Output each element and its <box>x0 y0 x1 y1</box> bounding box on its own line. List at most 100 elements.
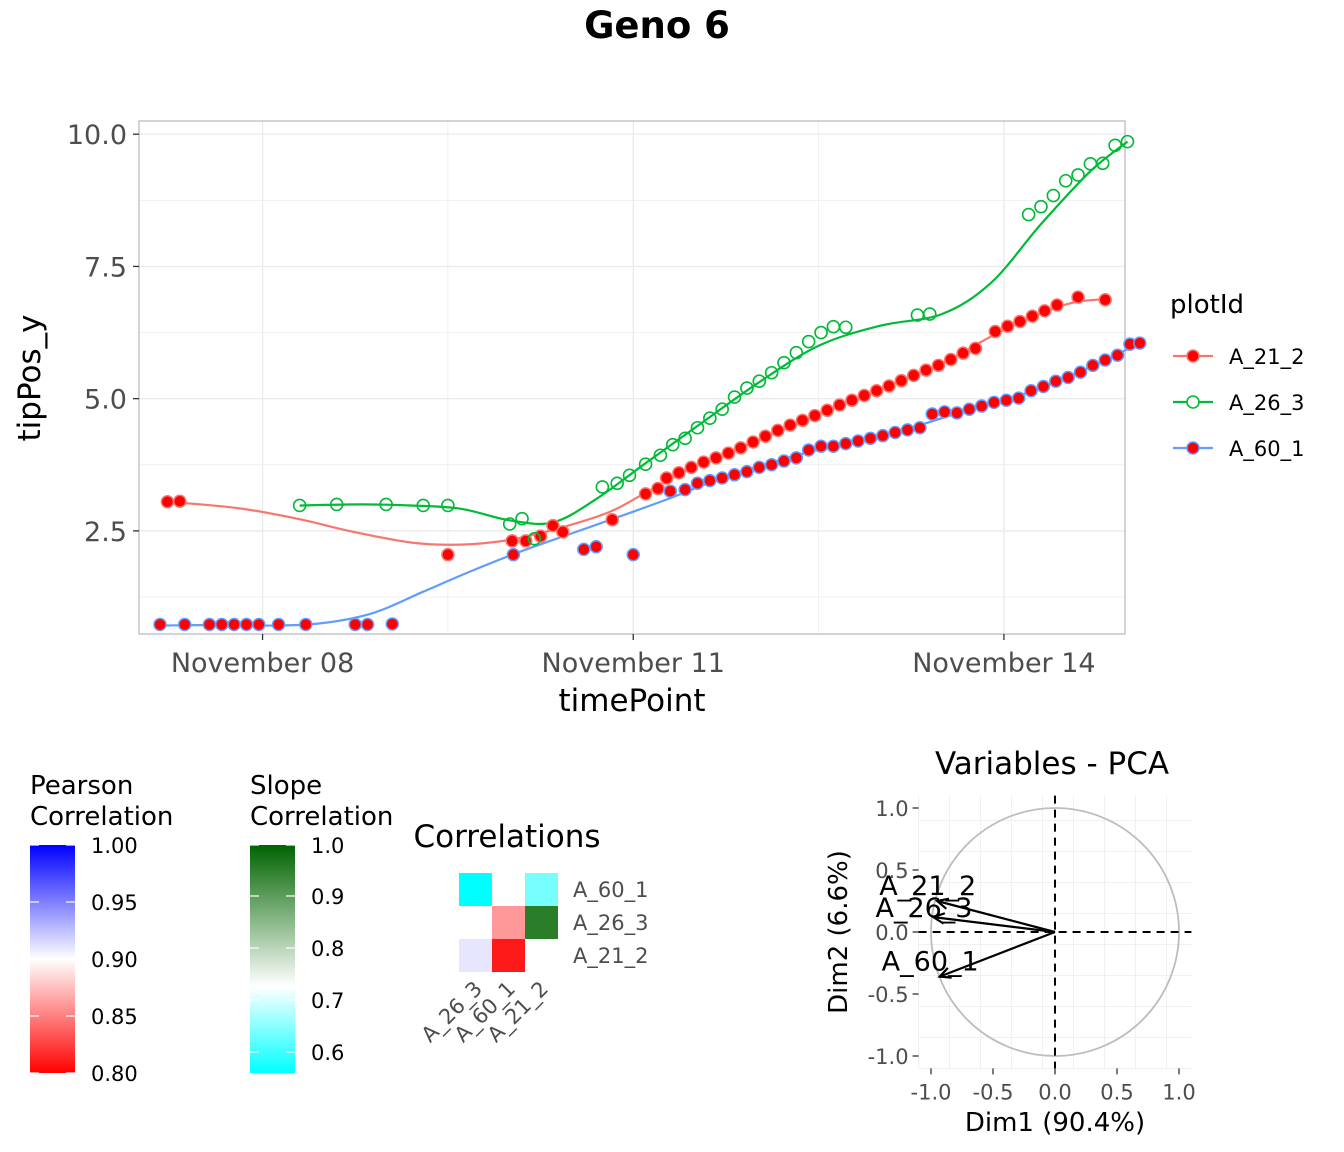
pca-x-tick-label: 1.0 <box>1162 1080 1195 1104</box>
pca-arrow-label-A_60_1: A_60_1 <box>882 947 979 978</box>
point-A_60_1 <box>1098 353 1112 367</box>
point-A_21_2 <box>968 341 983 356</box>
point-A_26_3 <box>416 498 430 513</box>
point-A_26_3 <box>838 320 853 335</box>
timeseries-panel-border <box>138 120 1126 635</box>
point-A_21_2 <box>857 388 872 403</box>
point-A_26_3 <box>752 374 767 389</box>
pca-y-tick-label: 0.5 <box>875 859 908 883</box>
point-A_60_1 <box>740 464 754 479</box>
slope-tick-label: 0.9 <box>311 885 344 909</box>
y-tick-label: 10.0 <box>67 120 127 151</box>
heatmap-cells <box>459 873 558 972</box>
point-A_21_2 <box>546 518 560 533</box>
point-A_60_1 <box>1024 383 1038 398</box>
point-A_21_2 <box>832 398 847 412</box>
y-tick-label: 2.5 <box>84 517 127 548</box>
legend-entries: A_21_2 A_26_3 A_60_1 <box>1173 345 1304 462</box>
point-A_26_3 <box>814 325 828 340</box>
pca-arrows: A_21_2A_26_3 A_60_1 <box>875 795 1192 1069</box>
point-A_21_2 <box>944 352 958 367</box>
pearson-tick-label: 0.95 <box>91 891 138 915</box>
slope-colorbar <box>250 845 295 1073</box>
point-A_26_3 <box>1108 138 1122 153</box>
point-A_21_2 <box>869 383 884 398</box>
point-A_21_2 <box>808 408 822 423</box>
point-A_26_3 <box>515 511 529 526</box>
pca-unit-circle <box>930 807 1180 1057</box>
point-A_60_1 <box>577 542 591 557</box>
trend-line-A_60_1 <box>159 342 1141 627</box>
point-A_26_3 <box>715 402 729 417</box>
pca-arrow-A_21_2 <box>936 899 1056 934</box>
point-A_60_1 <box>626 547 640 562</box>
point-A_26_3 <box>727 390 742 404</box>
point-A_21_2 <box>733 441 748 455</box>
point-A_60_1 <box>506 547 521 562</box>
timeseries-points <box>153 134 1147 632</box>
point-A_21_2 <box>882 379 896 393</box>
point-A_21_2 <box>906 368 921 383</box>
y-tick-label: 5.0 <box>84 385 127 416</box>
point-A_21_2 <box>441 547 455 562</box>
point-A_60_1 <box>177 617 192 632</box>
point-A_26_3 <box>292 498 307 513</box>
pca-x-tick-label: -0.5 <box>973 1080 1014 1104</box>
point-A_60_1 <box>360 617 375 632</box>
point-A_26_3 <box>789 345 804 360</box>
point-A_60_1 <box>271 617 286 632</box>
slope-tick-label: 1.0 <box>311 834 344 858</box>
point-A_21_2 <box>1013 314 1027 329</box>
point-A_21_2 <box>684 460 699 475</box>
heatmap-row-label: A_26_3 <box>573 911 648 936</box>
slope-legend-ticks: 1.0 0.9 0.8 0.7 0.6 <box>250 834 344 1065</box>
point-A_26_3 <box>527 532 542 546</box>
point-A_60_1 <box>752 460 767 475</box>
point-A_60_1 <box>1133 336 1147 350</box>
point-A_60_1 <box>888 425 902 440</box>
timeseries-legend: plotId A_21_2 A_26_3 A_60_1 <box>1170 290 1304 462</box>
slope-tick-label: 0.8 <box>311 937 344 961</box>
pca-arrow-A_26_3 <box>933 916 1056 934</box>
point-A_21_2 <box>931 358 946 373</box>
point-A_21_2 <box>1000 319 1015 333</box>
point-A_60_1 <box>1011 391 1026 405</box>
x-tick-label: November 14 <box>912 648 1095 679</box>
heatmap-cell-slope <box>459 873 492 906</box>
pearson-tick-label: 0.90 <box>91 948 138 972</box>
pca-ticks: -1.0 -0.5 0.0 0.5 1.0 -1.0 -0.5 0.0 0.5 1.0 <box>868 797 1196 1104</box>
slope-legend-title-line1: Slope <box>250 771 322 801</box>
point-A_60_1 <box>839 436 853 451</box>
y-tick-label: 7.5 <box>84 252 127 283</box>
point-A_21_2 <box>845 393 859 407</box>
x-tick-label: November 08 <box>171 648 354 679</box>
pearson-legend: Pearson Correlation 1.00 0.95 0.90 0.85 0.80 <box>30 771 173 1086</box>
point-A_21_2 <box>988 324 1003 339</box>
pca-y-tick-label: 0.0 <box>875 921 908 945</box>
point-A_60_1 <box>239 617 254 632</box>
heatmap-cell-pearson <box>492 906 525 939</box>
point-A_60_1 <box>663 484 678 498</box>
point-A_26_3 <box>826 319 841 334</box>
point-A_21_2 <box>1037 304 1052 318</box>
timeseries-chart: 2.55.07.510.0 November 08 November 11 Nove… <box>12 120 1304 719</box>
point-A_26_3 <box>678 431 692 446</box>
point-A_26_3 <box>764 365 779 380</box>
timeseries-x-axis-label: timePoint <box>558 683 705 719</box>
point-A_26_3 <box>1071 168 1085 182</box>
point-A_60_1 <box>826 439 841 454</box>
point-A_60_1 <box>974 399 989 413</box>
timeseries-trend-lines <box>159 140 1141 627</box>
point-A_60_1 <box>1086 358 1100 373</box>
pearson-tick-label: 0.85 <box>91 1005 138 1029</box>
point-A_21_2 <box>795 413 810 428</box>
point-A_60_1 <box>950 406 964 420</box>
point-A_60_1 <box>153 617 167 632</box>
legend-label-A_26_3: A_26_3 <box>1229 391 1304 416</box>
point-A_60_1 <box>1073 365 1088 379</box>
point-A_21_2 <box>820 403 834 418</box>
point-A_21_2 <box>894 373 909 388</box>
legend-key-marker <box>1186 441 1200 455</box>
timeseries-grid <box>139 121 1125 634</box>
pca-chart: Variables - PCA A_21_2A_26_3A_60_1 -1.0-… <box>824 746 1196 1138</box>
